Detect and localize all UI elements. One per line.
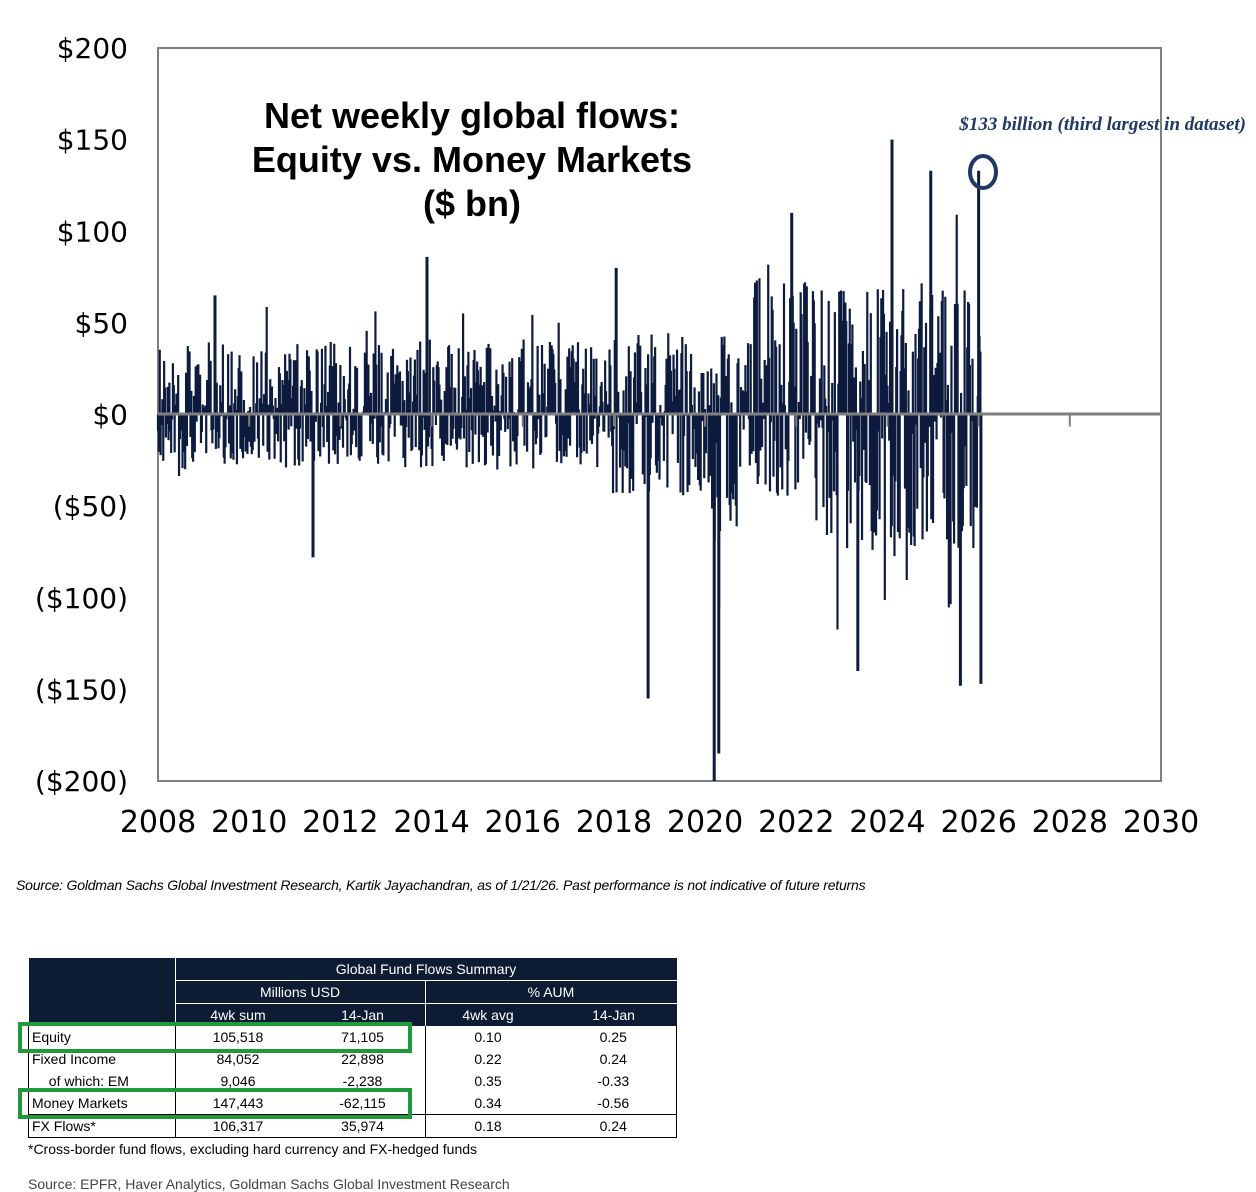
cell: 71,105	[341, 1029, 384, 1045]
cell: 0.22	[424, 1048, 551, 1070]
col-header: 14-Jan	[300, 1003, 425, 1026]
flows-chart: $200 $150 $100 $50 $0 ($50) ($100) ($150) ($200)…	[35, 32, 1246, 840]
y-tick-label: ($50)	[53, 490, 128, 523]
y-tick-label: $150	[57, 124, 128, 157]
y-tick-label: $0	[92, 399, 128, 432]
x-tick-label: 2024	[849, 805, 925, 840]
chart-title-line-2: Equity vs. Money Markets	[252, 139, 692, 180]
group-header-aum: % AUM	[424, 980, 677, 1004]
y-tick-label: $200	[57, 32, 128, 65]
row-label: Fixed Income	[32, 1051, 117, 1067]
table-row: Money Markets 147,443 -62,115 0.34 -0.56	[28, 1092, 677, 1115]
x-axis: 2008 2010 2012 2014 2016 2018 2020 2022 2024 2026…	[120, 414, 1199, 840]
y-tick-label: $100	[57, 215, 128, 248]
col-header: 14-Jan	[550, 1003, 677, 1026]
table-row: FX Flows* 106,317 35,974 0.18 0.24	[28, 1114, 677, 1138]
cell: 105,518	[174, 1026, 301, 1048]
table-footnote: *Cross-border fund flows, excluding hard…	[28, 1141, 478, 1157]
money-markets-highlight-box	[18, 1088, 412, 1119]
y-tick-label: ($200)	[35, 765, 128, 798]
x-tick-label: 2010	[211, 805, 287, 840]
cell: 147,443	[174, 1092, 301, 1115]
cell: -0.33	[597, 1073, 630, 1089]
row-label: Equity	[32, 1029, 71, 1045]
row-label: of which: EM	[41, 1073, 129, 1089]
table-row: Fixed Income 84,052 22,898 0.22 0.24	[28, 1048, 677, 1070]
equity-highlight-box	[18, 1022, 412, 1053]
chart-title-line-3: ($ bn)	[423, 183, 521, 224]
cell: 0.24	[599, 1051, 627, 1067]
cell: -0.56	[597, 1095, 630, 1111]
cell: 0.24	[550, 1114, 677, 1138]
x-tick-label: 2030	[1123, 805, 1199, 840]
y-axis: $200 $150 $100 $50 $0 ($50) ($100) ($150) ($200)	[35, 32, 128, 798]
x-tick-label: 2016	[485, 805, 561, 840]
cell: -62,115	[339, 1095, 386, 1111]
cell: 84,052	[174, 1048, 301, 1070]
fund-flows-table: Global Fund Flows Summary Millions USD %…	[28, 958, 677, 1157]
cell: 0.10	[424, 1026, 551, 1048]
table-row: Equity 105,518 71,105 0.10 0.25	[28, 1026, 677, 1048]
peak-circle-marker	[968, 154, 998, 190]
x-tick-label: 2014	[393, 805, 469, 840]
cell: 0.35	[424, 1070, 551, 1092]
cell: 0.18	[424, 1114, 551, 1138]
table-row: of which: EM 9,046 -2,238 0.35 -0.33	[28, 1070, 677, 1092]
cell: 22,898	[341, 1051, 384, 1067]
y-tick-label: $50	[75, 307, 128, 340]
row-label: Money Markets	[32, 1095, 128, 1111]
cell: -2,238	[342, 1073, 383, 1089]
x-tick-label: 2026	[940, 805, 1016, 840]
cell: 0.34	[424, 1092, 551, 1115]
x-tick-label: 2012	[302, 805, 378, 840]
group-header-usd: Millions USD	[174, 980, 425, 1004]
col-header: 4wk sum	[174, 1003, 301, 1026]
x-tick-label: 2008	[120, 805, 196, 840]
chart-source-note: Source: Goldman Sachs Global Investment …	[16, 877, 866, 893]
x-tick-label: 2022	[758, 805, 834, 840]
y-tick-label: ($150)	[35, 673, 128, 706]
y-tick-label: ($100)	[35, 582, 128, 615]
chart-title-line-1: Net weekly global flows:	[264, 95, 680, 136]
cell: 0.25	[599, 1029, 627, 1045]
col-header: 4wk avg	[424, 1003, 551, 1026]
peak-annotation: $133 billion (third largest in dataset)	[958, 114, 1246, 135]
cell: 106,317	[174, 1114, 301, 1138]
row-label: FX Flows*	[28, 1114, 175, 1138]
bar-series	[156, 139, 983, 781]
table-source-note: Source: EPFR, Haver Analytics, Goldman S…	[28, 1176, 510, 1192]
table-title: Global Fund Flows Summary	[174, 958, 677, 981]
cell: 9,046	[174, 1070, 301, 1092]
x-tick-label: 2018	[576, 805, 652, 840]
x-tick-label: 2020	[667, 805, 743, 840]
x-tick-label: 2028	[1032, 805, 1108, 840]
